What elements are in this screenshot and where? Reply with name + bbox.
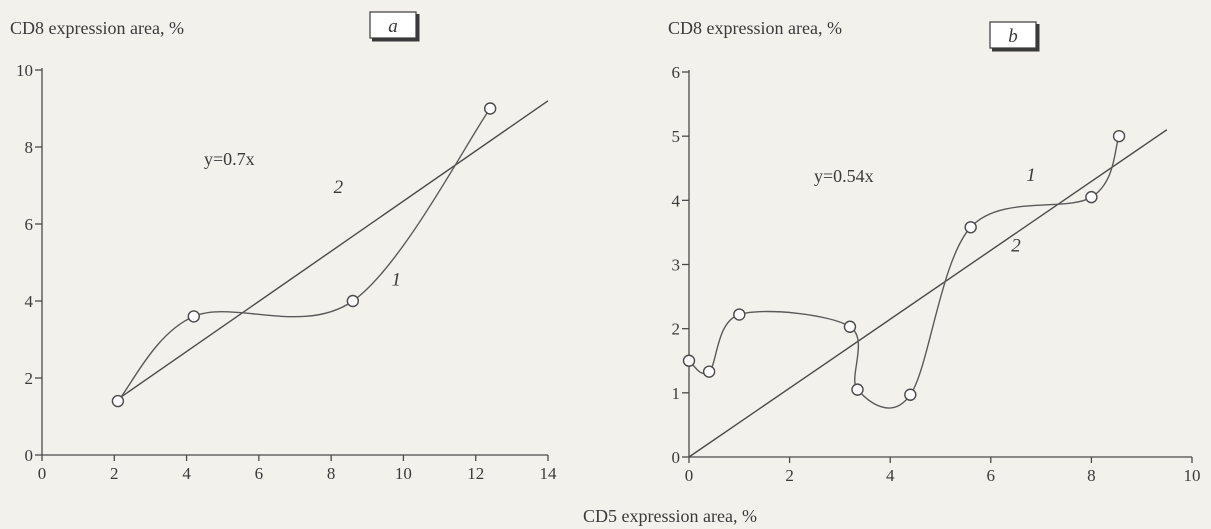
panel-a-y-tick-label: 10 <box>16 61 33 80</box>
panel-b-data-point <box>851 383 864 396</box>
panel-b-curve-annotation: 1 <box>1026 165 1036 186</box>
panel-b-data-point <box>682 354 696 367</box>
panel-a-x-tick-label: 4 <box>182 464 191 483</box>
panel-b-data-point <box>1085 190 1098 204</box>
panel-b-data-point <box>733 308 746 321</box>
panel-b-y-tick-label: 5 <box>672 127 681 146</box>
panel-b-fit-line-2 <box>688 129 1168 458</box>
panel-b-data-point <box>843 320 857 333</box>
panel-a-equation: y=0.7x <box>204 149 255 169</box>
panel-b-y-tick-label: 2 <box>672 320 681 339</box>
panel-b-x-tick-label: 2 <box>785 466 794 485</box>
panel-a-fit-line-2 <box>117 100 549 400</box>
shared-x-axis-label: CD5 expression area, % <box>583 506 757 526</box>
panel-b-curve-1 <box>688 135 1120 409</box>
panel-b-x-tick-label: 10 <box>1184 466 1201 485</box>
panel-a-y-tick-label: 4 <box>25 292 34 311</box>
panel-a-fit-layer <box>117 100 549 400</box>
panel-b-x-tick-label: 6 <box>987 466 996 485</box>
panel-a-curve-layer <box>117 108 491 402</box>
panel-b-curve-layer <box>688 135 1120 409</box>
panel-b-y-tick-label: 1 <box>672 384 681 403</box>
panel-b-y-tick-label: 6 <box>672 63 681 82</box>
panel-b-annotations: 12 <box>1011 165 1036 257</box>
panel-a-x-tick-label: 12 <box>467 464 484 483</box>
panel-a-label: a <box>388 16 398 37</box>
panel-a-points <box>111 102 497 408</box>
panel-b-y-tick-label: 4 <box>672 191 681 210</box>
chart-panel-a: CD8 expression area, % a y=0.7x 0 2 4 6 8 10 1… <box>10 11 557 483</box>
panel-b-y-tick-label: 0 <box>672 448 681 467</box>
panel-b-curve-annotation: 2 <box>1011 236 1021 257</box>
panel-b-y-axis-label: CD8 expression area, % <box>668 18 842 38</box>
panel-a-x-tick-label: 6 <box>255 464 264 483</box>
panel-a-x-tick-label: 14 <box>540 464 558 483</box>
panel-b-data-point <box>964 221 977 234</box>
panel-b-y-tick-label: 3 <box>672 256 681 275</box>
panel-a-x-tick-label: 2 <box>110 464 119 483</box>
panel-a-curve-annotation: 1 <box>391 270 401 291</box>
panel-b-fit-layer <box>688 129 1168 458</box>
panel-a-data-point <box>483 102 497 115</box>
panel-a-label-box: a <box>369 11 420 42</box>
panel-b-label: b <box>1008 26 1018 47</box>
panel-a-curve-1 <box>117 108 491 402</box>
panel-a-data-point <box>346 294 360 308</box>
chart-panel-b: CD8 expression area, % b y=0.54x 0 2 4 6 8 10… <box>668 18 1201 485</box>
panel-b-data-point <box>1112 129 1126 143</box>
panel-b-data-point <box>702 365 716 378</box>
panel-b-x-tick-label: 8 <box>1087 466 1096 485</box>
panel-a-y-tick-label: 0 <box>25 446 34 465</box>
panel-b-x-tick-label: 0 <box>685 466 694 485</box>
panel-a-y-tick-label: 8 <box>25 138 34 157</box>
panel-b-x-tick-label: 4 <box>886 466 895 485</box>
panel-a-y-tick-label: 6 <box>25 215 34 234</box>
panel-b-equation: y=0.54x <box>814 166 874 186</box>
panel-a-curve-annotation: 2 <box>334 177 344 198</box>
panel-a-y-axis-label: CD8 expression area, % <box>10 18 184 38</box>
panel-a-x-tick-label: 10 <box>395 464 412 483</box>
panel-a-data-point <box>111 394 125 408</box>
panel-a-annotations: 21 <box>334 177 401 290</box>
panel-b-label-box: b <box>989 21 1040 52</box>
panel-b-data-point <box>904 388 917 401</box>
panel-a-x-tick-label: 0 <box>38 464 47 483</box>
panel-a-y-tick-label: 2 <box>25 369 34 388</box>
panel-b-points <box>682 129 1126 401</box>
panel-a-x-tick-label: 8 <box>327 464 336 483</box>
panel-a-data-point <box>187 310 201 323</box>
